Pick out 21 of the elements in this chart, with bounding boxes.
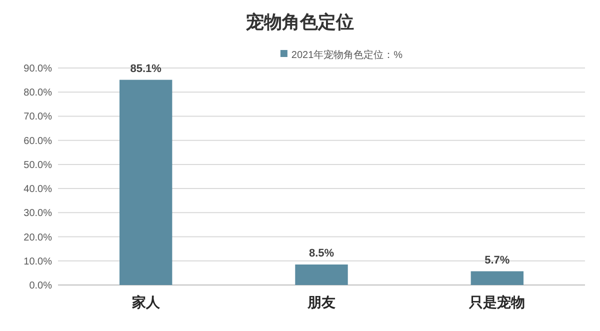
data-label: 5.7% — [484, 254, 510, 266]
y-tick-label: 20.0% — [24, 232, 52, 244]
y-tick-label: 60.0% — [24, 136, 52, 147]
x-tick-label: 只是宠物 — [468, 294, 526, 310]
y-tick-label: 10.0% — [24, 256, 52, 268]
x-tick-label: 家人 — [130, 294, 161, 310]
chart-title: 宠物角色定位 — [245, 12, 354, 33]
data-label: 8.5% — [308, 248, 334, 260]
x-tick-label: 朋友 — [306, 294, 336, 310]
bar — [295, 264, 348, 285]
legend-label: 2021年宠物角色定位：% — [291, 49, 403, 61]
y-tick-label: 30.0% — [24, 208, 52, 220]
y-tick-label: 90.0% — [24, 64, 52, 74]
y-tick-label: 0.0% — [29, 280, 52, 292]
y-tick-label: 40.0% — [24, 184, 52, 196]
bar — [119, 80, 172, 285]
bar — [470, 271, 524, 285]
data-label: 85.1% — [130, 62, 162, 75]
y-tick-label: 70.0% — [24, 112, 52, 123]
y-tick-label: 50.0% — [24, 160, 52, 171]
y-tick-label: 80.0% — [24, 88, 52, 99]
